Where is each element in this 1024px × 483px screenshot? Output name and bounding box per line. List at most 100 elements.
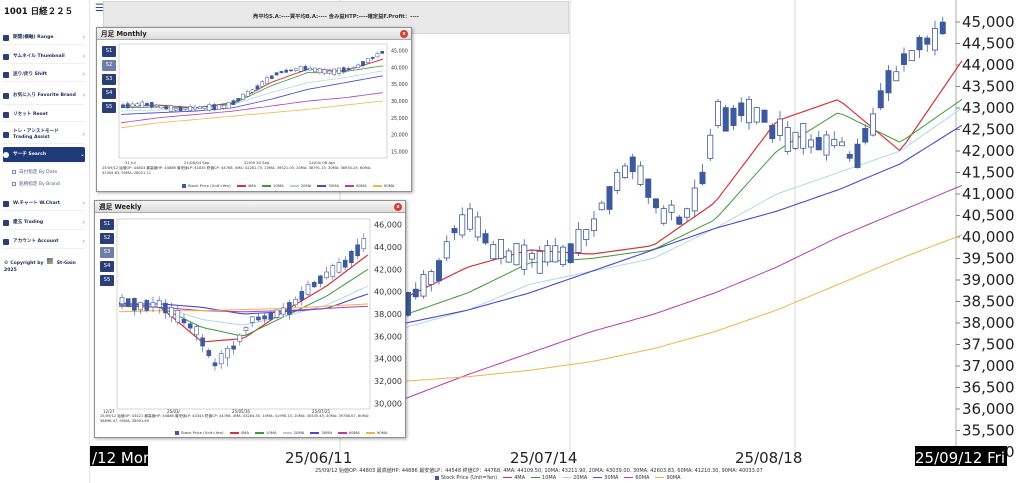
sidebar-item-shift[interactable]: 送り/戻り Shift › (3, 68, 85, 82)
legend-swatch-icon (317, 185, 327, 187)
monthly-candle (231, 100, 236, 105)
legend-swatch-icon (624, 476, 634, 479)
main-chart-panel[interactable]: 45,000 44,500 44,000 43,500 43,000 42,500 42,0… (90, 0, 1024, 483)
chart-icon (3, 200, 9, 207)
weekly-title: 週足 Weekly (99, 203, 142, 211)
weekly-candle (293, 298, 298, 306)
weekly-window[interactable]: 週足 Weekly x S1 S2 S3 S4 S5 46,000 44,000 4… (94, 200, 406, 438)
weekly-y-tick-label: 40,000 (374, 288, 402, 297)
chevron-down-icon: ⌄ (79, 151, 85, 158)
monthly-candle (269, 75, 274, 80)
main-candle (699, 171, 706, 185)
monthly-candle (289, 69, 293, 72)
menu-icon[interactable]: ☰ (95, 3, 104, 14)
sidebar-item-trading-assist[interactable]: トレ・アシストモード Trading Assist › (3, 126, 85, 144)
main-legend-entry: 4MA (503, 475, 525, 481)
legend-label: Stock Price (Unit=Yen) (188, 183, 231, 188)
sidebar-item-search[interactable]: サーチ Search ⌄ (3, 147, 85, 163)
main-candle (412, 288, 419, 298)
s4-button[interactable]: S4 (100, 261, 114, 272)
main-candle (823, 134, 830, 156)
close-icon[interactable]: x (400, 30, 408, 38)
legend-swatch-icon (289, 185, 299, 187)
x-tick-label: /12 Mon (92, 449, 153, 467)
legend-swatch-icon (182, 184, 186, 188)
s2-button[interactable]: S2 (100, 233, 114, 244)
monthly-legend: Stock Price (Unit=Yen) 4MA 10MA 20MA 30MA 60M… (182, 183, 401, 188)
weekly-candle (169, 307, 174, 318)
main-candle (668, 204, 675, 213)
main-legend: Stock Price (Unit=Yen) 4MA 10MA 20MA 30MA 60M… (435, 475, 687, 481)
monthly-candle (370, 57, 375, 59)
monthly-candle (178, 106, 183, 112)
s1-button[interactable]: S1 (100, 219, 114, 230)
sidebar-item-reset[interactable]: リセット Reset (3, 108, 85, 122)
weekly-title-bar[interactable]: 週足 Weekly x (95, 201, 405, 213)
monthly-candle (274, 72, 279, 76)
sidebar-item-range[interactable]: 期間(横軸) Range › (3, 31, 85, 45)
main-candle (769, 124, 776, 140)
weekly-y-tick-label: 38,000 (374, 310, 402, 319)
weekly-y-tick-label: 36,000 (374, 332, 402, 341)
weekly-candle (187, 323, 193, 329)
main-candle (645, 178, 652, 198)
main-candle (746, 98, 753, 124)
s4-button[interactable]: S4 (102, 88, 116, 99)
s5-button[interactable]: S5 (100, 275, 114, 286)
y-tick-label: 42,000 (962, 142, 1015, 160)
s3-button[interactable]: S3 (100, 247, 114, 258)
main-candle (552, 245, 559, 263)
sidebar-subitem-by-date[interactable]: 日付指定 By Date (12, 169, 57, 175)
weekly-y-tick-label: 44,000 (374, 243, 402, 252)
weekly-candle (318, 275, 323, 284)
monthly-candle (202, 106, 207, 109)
sidebar-item-thumbnail[interactable]: サムネイル Thumbnail › (3, 50, 85, 64)
monthly-ma20-line (120, 70, 384, 112)
monthly-window[interactable]: 月足 Monthly x S1 S2 S3 S4 S5 45,000 40,000… (96, 27, 412, 192)
main-candle (761, 109, 768, 123)
weekly-ma4-line (118, 254, 369, 343)
monthly-candle (341, 67, 346, 73)
monthly-candle (217, 104, 221, 110)
weekly-candle (336, 262, 342, 273)
close-icon[interactable]: x (394, 203, 402, 211)
copyright: © Copyright by St-Gain 2025 (4, 258, 88, 274)
main-candle (482, 233, 489, 244)
sidebar-subitem-by-brand[interactable]: 銘柄指定 By Brand (12, 181, 60, 187)
weekly-ma20-line (119, 285, 369, 326)
monthly-y-tick-label: 15,000 (391, 149, 408, 155)
x-tick-label: 25/06/11 (285, 449, 352, 467)
y-tick-label: 38,000 (962, 314, 1015, 332)
s5-button[interactable]: S5 (102, 102, 116, 113)
monthly-candle (337, 67, 341, 74)
copyright-year: 2025 (4, 268, 17, 273)
main-chart-svg[interactable]: 45,000 44,500 44,000 43,500 43,000 42,500 42,0… (90, 0, 1024, 483)
weekly-candle (243, 327, 249, 331)
main-candle (428, 271, 435, 285)
main-candle (497, 239, 504, 259)
legend-swatch-icon (345, 185, 355, 187)
s2-button[interactable]: S2 (102, 60, 116, 71)
sidebar-item-wchart[interactable]: W.チャート W.Chart › (3, 197, 85, 211)
sidebar-item-favorite[interactable]: お気に入り Favorite Brand › (3, 87, 85, 105)
s1-button[interactable]: S1 (102, 46, 116, 57)
legend-label: 4MA (514, 475, 526, 481)
sidebar-item-label: W.チャート W.Chart (13, 200, 61, 206)
sidebar-item-account[interactable]: アカウント Account › (3, 235, 85, 249)
main-candle (846, 153, 853, 159)
main-legend-entry: Stock Price (Unit=Yen) (435, 475, 497, 481)
monthly-candle (193, 106, 197, 110)
main-info-line: 25/09/12 始値OP: 44803 最高値HP: 44886 最安値LP：… (315, 468, 763, 474)
main-ma20-line (405, 107, 963, 328)
weekly-candle (287, 302, 292, 315)
y-tick-label: 40,000 (962, 228, 1015, 246)
sidebar-item-trading[interactable]: 建玉 Trading › (3, 216, 85, 230)
monthly-candle (164, 106, 169, 110)
s3-button[interactable]: S3 (102, 74, 116, 85)
monthly-candle (197, 106, 202, 109)
monthly-title-bar[interactable]: 月足 Monthly x (97, 28, 411, 40)
legend-label: 90MA (383, 183, 395, 188)
sidebar-item-label: 送り/戻り Shift (13, 71, 48, 77)
legend-label: 10MA (542, 475, 557, 481)
shift-icon (3, 71, 9, 78)
